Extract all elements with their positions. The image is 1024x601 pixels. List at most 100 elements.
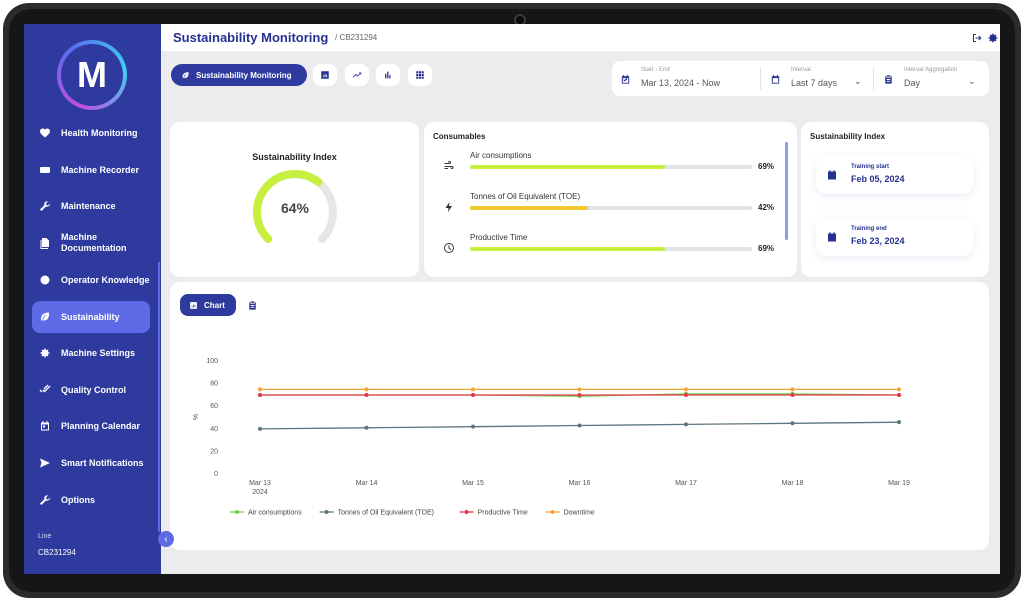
interval-value: Last 7 days bbox=[791, 78, 838, 88]
consumable-row-productive-time: Productive Time 69% bbox=[438, 233, 778, 263]
logout-icon[interactable] bbox=[971, 31, 983, 43]
sidebar-item-planning-calendar[interactable]: Planning Calendar bbox=[32, 410, 150, 442]
y-tick-label: 20 bbox=[210, 448, 218, 455]
sidebar-item-maintenance[interactable]: Maintenance bbox=[32, 190, 150, 222]
sidebar-item-label: Planning Calendar bbox=[61, 420, 141, 431]
consumable-bar-fill bbox=[470, 165, 665, 169]
app-logo[interactable]: M bbox=[57, 40, 127, 110]
bar-chart-icon bbox=[385, 71, 391, 79]
consumable-percent: 69% bbox=[758, 162, 775, 171]
data-point bbox=[577, 423, 582, 428]
bar-chart-button[interactable] bbox=[376, 64, 400, 86]
consumable-bar-fill bbox=[470, 206, 589, 210]
y-tick-label: 80 bbox=[210, 381, 218, 388]
logo-letter: M bbox=[61, 44, 123, 106]
data-point bbox=[364, 425, 369, 430]
line-chart: 0 20 40 60 80 100% Mar 13 Mar 14 Mar 15 Mar 16 Mar… bbox=[193, 358, 910, 517]
sidebar-item-label: Maintenance bbox=[61, 200, 116, 211]
calendar-icon bbox=[826, 168, 840, 182]
sustainability-index-card: Sustainability Index 64% bbox=[170, 122, 419, 277]
sidebar-item-operator-knowledge[interactable]: Operator Knowledge bbox=[32, 264, 150, 296]
legend-swatch-dot bbox=[324, 510, 329, 514]
y-tick-label: 40 bbox=[210, 426, 218, 433]
consumable-bar bbox=[470, 165, 752, 169]
chart-card: Chart 0 20 40 60 80 100% Mar 13 Mar 14 Mar 15 Mar… bbox=[170, 282, 989, 550]
data-point bbox=[790, 387, 795, 392]
tab-label: Sustainability Monitoring bbox=[196, 70, 292, 80]
app-screen: M Health Monitoring Machine Recorder Mai… bbox=[24, 24, 1000, 574]
sidebar-item-label: Operator Knowledge bbox=[61, 274, 150, 285]
bar-chart-square-icon bbox=[321, 71, 329, 79]
sidebar-item-label: Smart Notifications bbox=[61, 457, 144, 468]
sidebar-item-machine-recorder[interactable]: Machine Recorder bbox=[32, 154, 150, 186]
send-icon bbox=[38, 456, 52, 470]
divider bbox=[760, 67, 761, 90]
data-point bbox=[577, 393, 582, 398]
sidebar-item-machine-settings[interactable]: Machine Settings bbox=[32, 337, 150, 369]
bar-chart-square-icon bbox=[190, 301, 197, 309]
sidebar-item-sustainability[interactable]: Sustainability bbox=[32, 301, 150, 333]
check-double-icon bbox=[38, 383, 52, 397]
data-point bbox=[364, 393, 369, 398]
filter-bar: Start - End Mar 13, 2024 - Now Interval … bbox=[612, 61, 989, 96]
data-point bbox=[471, 424, 475, 429]
consumables-card: Consumables Air consumptions 69% Tonnes … bbox=[424, 122, 797, 277]
interval-label: Interval bbox=[791, 67, 811, 73]
consumable-percent: 69% bbox=[758, 244, 775, 253]
legend-swatch-dot bbox=[235, 510, 239, 514]
data-point bbox=[897, 393, 901, 398]
consumable-row-toe: Tonnes of Oil Equivalent (TOE) 42% bbox=[438, 192, 778, 222]
sidebar-item-quality-control[interactable]: Quality Control bbox=[32, 374, 150, 406]
aggregation-value: Day bbox=[904, 78, 921, 88]
aggregation-label: Interval Aggregation bbox=[904, 67, 958, 73]
tab-chart[interactable]: Chart bbox=[180, 294, 236, 316]
sidebar-collapse-button[interactable]: ‹ bbox=[158, 531, 174, 547]
bar-chart-square-button[interactable] bbox=[313, 64, 337, 86]
sidebar-item-smart-notifications[interactable]: Smart Notifications bbox=[32, 447, 150, 479]
x-tick-label: Mar 18 bbox=[782, 480, 804, 487]
trending-up-button[interactable] bbox=[345, 64, 369, 86]
y-tick-label: 0 bbox=[214, 471, 218, 478]
x-tick-label: Mar 19 bbox=[888, 480, 910, 487]
tab-sustainability-monitoring[interactable]: Sustainability Monitoring bbox=[171, 64, 307, 86]
page-title: Sustainability Monitoring bbox=[173, 30, 329, 45]
card-title: Sustainability Index bbox=[810, 132, 886, 141]
bolt-icon bbox=[443, 200, 455, 212]
y-tick-label: 60 bbox=[210, 403, 218, 410]
consumable-row-air: Air consumptions 69% bbox=[438, 151, 778, 181]
training-card: Sustainability Index Training start Feb … bbox=[801, 122, 989, 277]
line-value: CB231294 bbox=[38, 548, 76, 557]
grid-icon bbox=[416, 71, 424, 79]
data-point bbox=[790, 393, 795, 398]
sidebar-item-health-monitoring[interactable]: Health Monitoring bbox=[32, 117, 150, 149]
x-tick-label: Mar 17 bbox=[675, 480, 697, 487]
consumables-scrollbar[interactable] bbox=[785, 142, 788, 240]
grid-view-button[interactable] bbox=[408, 64, 432, 86]
consumable-name: Air consumptions bbox=[470, 151, 532, 160]
consumable-name: Productive Time bbox=[470, 233, 528, 242]
tab-table[interactable] bbox=[247, 298, 261, 312]
interval-select[interactable]: Interval Last 7 days ⌄ bbox=[762, 61, 872, 96]
leaf-icon bbox=[182, 71, 189, 78]
date-range-filter[interactable]: Start - End Mar 13, 2024 - Now bbox=[612, 61, 760, 96]
sidebar-scrollbar[interactable] bbox=[158, 262, 160, 532]
aggregation-select[interactable]: Interval Aggregation Day ⌄ bbox=[875, 61, 987, 96]
trending-up-icon bbox=[352, 72, 362, 78]
sidebar-item-label: Machine Settings bbox=[61, 347, 136, 358]
clock-icon bbox=[443, 241, 455, 253]
brain-icon bbox=[38, 273, 52, 287]
y-tick-label: 100 bbox=[206, 358, 218, 365]
training-end-label: Training end bbox=[851, 226, 887, 232]
legend-label: Tonnes of Oil Equivalent (TOE) bbox=[338, 510, 434, 517]
gauge-fill bbox=[252, 169, 323, 243]
legend-swatch-dot bbox=[464, 510, 469, 514]
clipboard-icon bbox=[249, 301, 256, 310]
calendar-icon bbox=[826, 230, 840, 244]
gauge-value: 64% bbox=[280, 200, 310, 216]
data-point bbox=[790, 421, 795, 426]
sidebar-item-machine-documentation[interactable]: Machine Documentation bbox=[32, 227, 150, 259]
data-point bbox=[897, 387, 901, 392]
sidebar-item-options[interactable]: Options bbox=[32, 484, 150, 516]
consumable-bar bbox=[470, 247, 752, 251]
gear-icon[interactable] bbox=[987, 31, 999, 43]
